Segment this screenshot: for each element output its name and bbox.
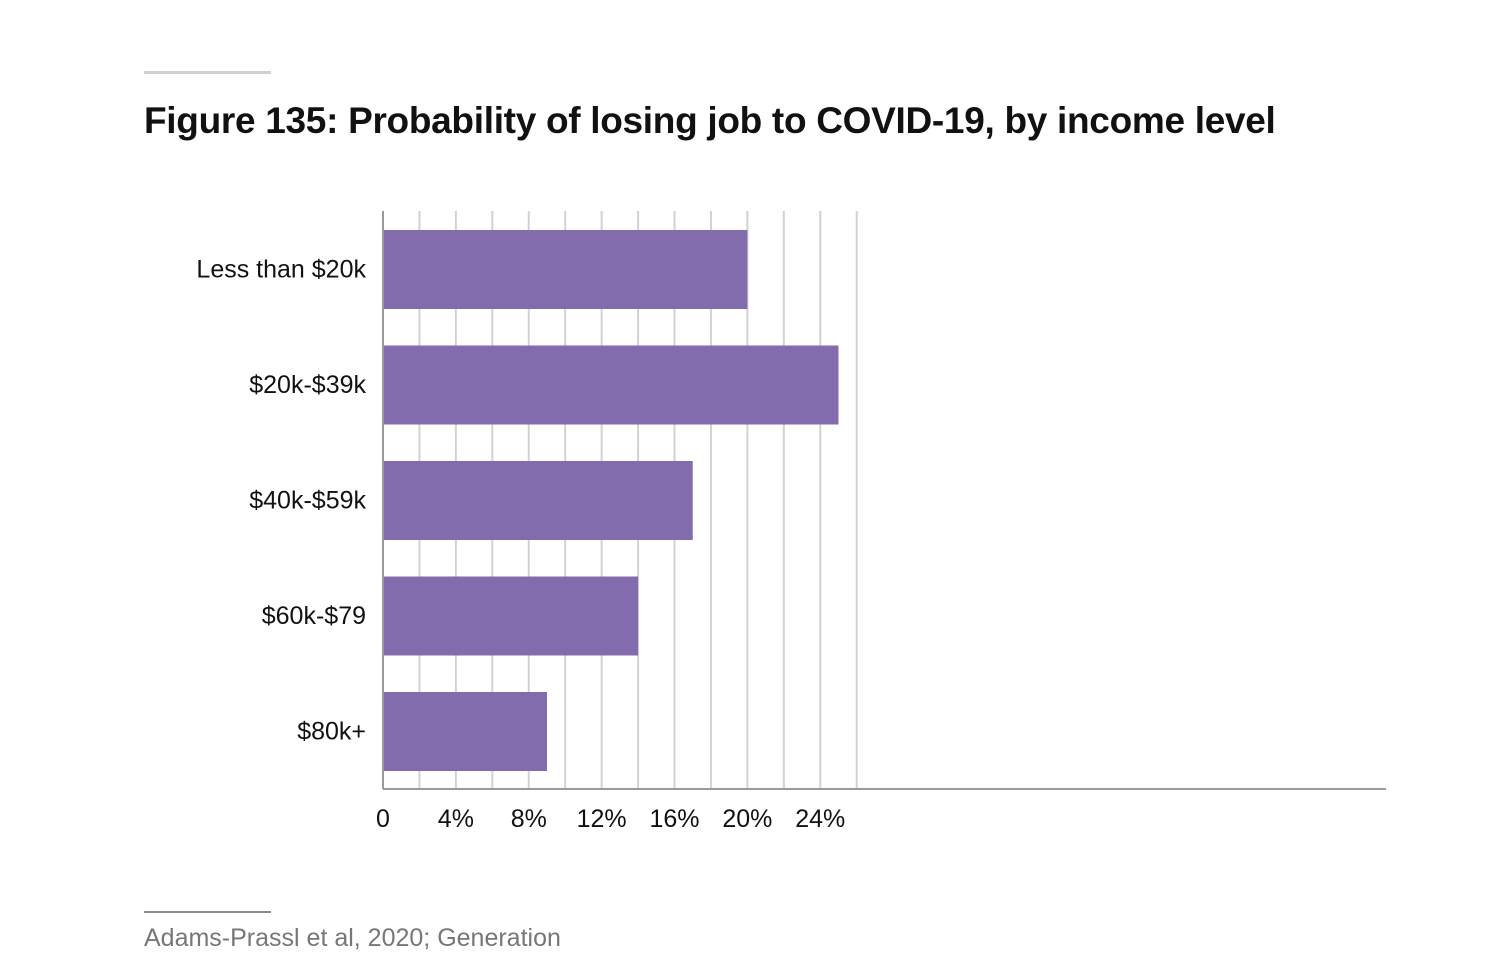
bar xyxy=(383,230,748,309)
bar xyxy=(383,576,639,656)
x-tick-label: 4% xyxy=(438,805,474,833)
x-tick-label: 12% xyxy=(577,805,627,833)
category-label: $40k-$59k xyxy=(249,487,366,515)
bar xyxy=(383,692,547,771)
category-label: $20k-$39k xyxy=(249,371,366,399)
source-note: Adams-Prassl et al, 2020; Generation xyxy=(144,924,561,952)
figure-title: Figure 135: Probability of losing job to… xyxy=(144,100,1276,141)
bar xyxy=(383,461,693,540)
category-label: $60k-$79 xyxy=(262,602,366,630)
category-label: Less than $20k xyxy=(196,256,366,284)
bar xyxy=(383,345,839,425)
top-divider xyxy=(144,71,271,74)
x-tick-label: 16% xyxy=(649,805,699,833)
x-tick-label: 24% xyxy=(795,805,845,833)
x-tick-label: 20% xyxy=(722,805,772,833)
x-tick-label: 0 xyxy=(376,805,390,833)
x-tick-label: 8% xyxy=(511,805,547,833)
bottom-divider xyxy=(144,911,271,913)
category-label: $80k+ xyxy=(297,718,366,746)
